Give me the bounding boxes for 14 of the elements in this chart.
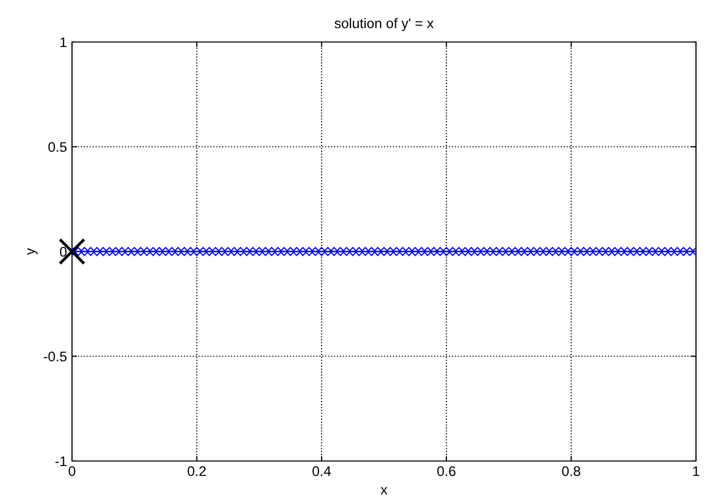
x-tick-label: 1	[693, 466, 700, 476]
y-tick-label: 1	[60, 37, 66, 48]
x-tick-label: 0.6	[437, 466, 456, 476]
y-tick-label: -0.5	[44, 352, 67, 362]
y-tick-label: 0	[60, 246, 67, 257]
x-tick-label: 0	[68, 466, 76, 476]
x-tick-label: 0.4	[312, 466, 331, 476]
y-axis-title: y	[27, 248, 38, 255]
y-tick-label: 0.5	[48, 142, 67, 152]
x-tick-label: 0.2	[188, 466, 206, 476]
x-tick-label: 0.8	[562, 466, 580, 476]
chart-title: solution of y' = x	[334, 18, 434, 31]
x-axis-title: x	[380, 487, 388, 494]
y-tick-label: -1	[55, 456, 66, 466]
